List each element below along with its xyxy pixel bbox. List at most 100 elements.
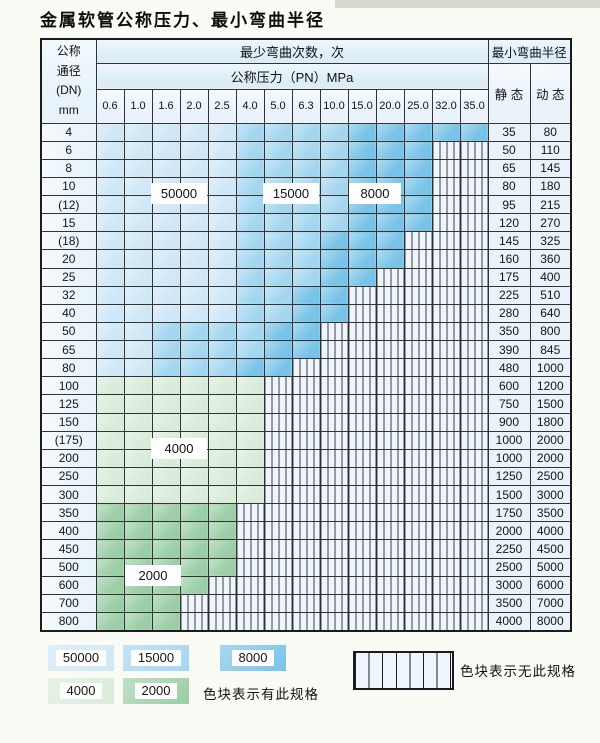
no-spec-cell: [459, 539, 489, 559]
no-spec-cell: [431, 484, 461, 505]
no-spec-cell: [403, 484, 433, 505]
spec-cell: [123, 412, 153, 432]
radius-header: 最小弯曲半径: [487, 38, 572, 64]
dynamic-radius-cell: 800: [529, 321, 572, 342]
dynamic-radius-cell: 3000: [529, 484, 572, 505]
spec-cell: [291, 231, 321, 251]
no-spec-cell: [179, 611, 209, 632]
spec-cell: [207, 194, 237, 215]
legend-chip-4000: 4000: [48, 678, 114, 704]
spec-cell: [179, 140, 209, 160]
no-spec-cell: [431, 376, 461, 396]
no-spec-cell: [375, 303, 405, 323]
dynamic-radius-cell: 180: [529, 176, 572, 197]
spec-cell: [179, 339, 209, 360]
dn-cell: 32: [40, 285, 97, 305]
dn-cell: 400: [40, 521, 97, 541]
spec-cell: [123, 321, 153, 342]
dynamic-radius-cell: 2500: [529, 466, 572, 487]
spec-cell: [207, 267, 237, 287]
no-spec-cell: [459, 176, 489, 197]
no-spec-cell: [431, 231, 461, 251]
spec-cell: [291, 122, 321, 142]
spec-cell: [179, 539, 209, 559]
table-row: 8 65 145: [40, 158, 572, 178]
spec-cell: [207, 140, 237, 160]
no-spec-cell: [263, 557, 293, 577]
page-title: 金属软管公称压力、最小弯曲半径: [40, 11, 325, 31]
no-spec-cell: [459, 521, 489, 541]
spec-cell: [319, 158, 349, 178]
spec-cell: [459, 122, 489, 142]
spec-cell: [123, 358, 153, 378]
no-spec-cell: [263, 539, 293, 559]
no-spec-cell: [291, 448, 321, 468]
spec-cell: [151, 267, 181, 287]
spec-cell: [319, 176, 349, 197]
no-spec-cell: [431, 321, 461, 342]
spec-cell: [123, 140, 153, 160]
no-spec-cell: [431, 593, 461, 613]
spec-cell: [375, 122, 405, 142]
no-spec-cell: [375, 611, 405, 632]
spec-cell: [123, 448, 153, 468]
static-radius-cell: 1750: [487, 503, 531, 523]
legend-chip-50000: 50000: [48, 645, 114, 671]
spec-cell: [95, 321, 125, 342]
legend-no-spec-swatch: [353, 651, 454, 690]
table-row: 800 4000 8000: [40, 611, 572, 632]
dn-cell: 25: [40, 267, 97, 287]
static-radius-cell: 1000: [487, 430, 531, 450]
spec-cell: [123, 176, 153, 197]
no-spec-cell: [431, 394, 461, 414]
spec-cell: [207, 376, 237, 396]
spec-cell: [291, 249, 321, 269]
spec-cell: [319, 249, 349, 269]
no-spec-cell: [291, 394, 321, 414]
no-spec-cell: [347, 521, 377, 541]
no-spec-cell: [235, 557, 265, 577]
no-spec-cell: [459, 575, 489, 595]
spec-cell: [179, 213, 209, 233]
dn-cell: (12): [40, 194, 97, 215]
spec-cell: [235, 213, 265, 233]
no-spec-cell: [291, 484, 321, 505]
static-radius-cell: 120: [487, 213, 531, 233]
spec-cell: [235, 376, 265, 396]
no-spec-cell: [459, 448, 489, 468]
dn-header-cell: 公称 通径 (DN) mm: [40, 38, 97, 124]
table-header: 公称 通径 (DN) mm 最少弯曲次数，次 最小弯曲半径 公称压力（PN）MP…: [40, 38, 572, 124]
spec-cell: [263, 158, 293, 178]
spec-cell: [263, 249, 293, 269]
no-spec-cell: [375, 394, 405, 414]
spec-cell: [207, 557, 237, 577]
static-radius-cell: 480: [487, 358, 531, 378]
no-spec-cell: [403, 339, 433, 360]
static-radius-cell: 2500: [487, 557, 531, 577]
spec-cell: [123, 303, 153, 323]
no-spec-cell: [403, 285, 433, 305]
spec-cell: [151, 593, 181, 613]
dn-header-line: (DN): [56, 83, 82, 98]
pressure-value: 1.0: [123, 88, 153, 124]
no-spec-cell: [291, 611, 321, 632]
no-spec-cell: [403, 249, 433, 269]
spec-cell: [319, 122, 349, 142]
no-spec-cell: [235, 611, 265, 632]
spec-cell: [319, 231, 349, 251]
dn-cell: 40: [40, 303, 97, 323]
dynamic-radius-cell: 400: [529, 267, 572, 287]
no-spec-cell: [459, 249, 489, 269]
spec-cell: [95, 158, 125, 178]
spec-cell: [151, 321, 181, 342]
spec-cell: [207, 521, 237, 541]
table-row: 600 3000 6000: [40, 575, 572, 595]
no-spec-cell: [263, 503, 293, 523]
spec-cell: [95, 140, 125, 160]
no-spec-cell: [403, 321, 433, 342]
spec-cell: [207, 122, 237, 142]
no-spec-cell: [291, 376, 321, 396]
dynamic-radius-cell: 2000: [529, 448, 572, 468]
spec-cell: [347, 267, 377, 287]
static-radius-cell: 65: [487, 158, 531, 178]
